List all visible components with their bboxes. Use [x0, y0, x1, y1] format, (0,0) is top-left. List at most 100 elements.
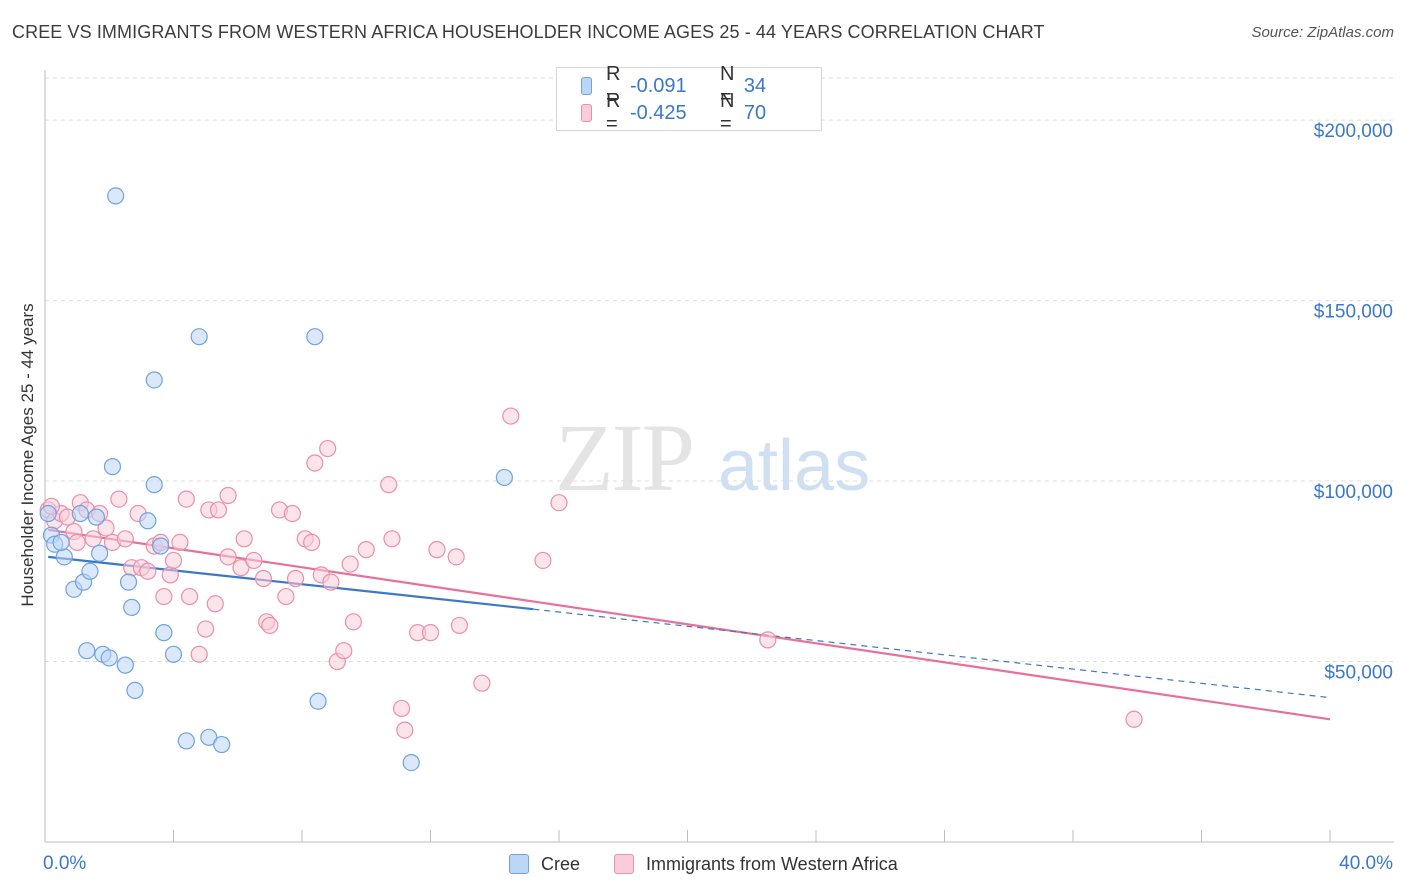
- cree-point: [39, 504, 57, 523]
- western-africa-point: [261, 616, 279, 635]
- cree-point: [107, 187, 125, 205]
- western-africa-point: [164, 551, 183, 570]
- western-africa-point: [534, 551, 552, 570]
- y-tick-label: $150,000: [1314, 302, 1393, 323]
- axes: [44, 70, 1394, 843]
- western-africa-point: [357, 541, 375, 559]
- western-africa-point: [335, 642, 353, 660]
- western-africa-point: [450, 616, 469, 635]
- n-label: N =: [719, 90, 735, 135]
- western-africa-point: [110, 490, 128, 508]
- n-value: 70: [743, 101, 767, 124]
- cree-point: [495, 468, 513, 487]
- western-africa-point: [341, 555, 359, 573]
- western-africa-point: [428, 541, 446, 559]
- x-tick-labels: 0.0% 40.0%: [43, 853, 1393, 874]
- cree-point: [306, 328, 324, 346]
- stats-row-cree: R = -0.091 N = 34: [581, 63, 834, 108]
- western-africa-point: [232, 559, 250, 577]
- western-africa-swatch: [581, 104, 593, 122]
- western-africa-point: [219, 548, 237, 566]
- western-africa-point: [219, 486, 237, 505]
- western-africa-point: [209, 501, 228, 519]
- y-tick-labels: $50,000 $100,000 $150,000 $200,000: [1314, 121, 1393, 683]
- x-tick-label: 40.0%: [1339, 853, 1393, 874]
- r-value: -0.425: [629, 101, 687, 124]
- western-africa-point: [177, 490, 195, 508]
- western-africa-point: [473, 674, 491, 692]
- western-africa-point: [396, 721, 414, 739]
- legend-western-africa-label: Immigrants from Western Africa: [646, 853, 898, 874]
- western-africa-point: [139, 562, 157, 580]
- cree-point: [123, 598, 141, 616]
- western-africa-point: [206, 595, 224, 613]
- source-label: Source: ZipAtlas.com: [1251, 24, 1394, 41]
- watermark: ZIP atlas: [555, 404, 870, 511]
- r-label: R =: [606, 90, 621, 135]
- cree-point: [145, 371, 163, 389]
- y-axis-label: Householder Income Ages 25 - 44 years: [18, 303, 37, 607]
- cree-point: [177, 732, 195, 750]
- legend-cree-label: Cree: [541, 853, 581, 874]
- cree-point: [91, 544, 109, 562]
- trend-lines: [48, 528, 1331, 721]
- western-africa-point: [161, 566, 179, 584]
- western-africa-point: [84, 530, 102, 548]
- stats-row-western-africa: R = -0.425 N = 70: [581, 90, 834, 135]
- western-africa-point: [68, 533, 86, 552]
- western-africa-point: [392, 699, 411, 718]
- x-tick-label: 0.0%: [43, 853, 86, 874]
- r-value: -0.091: [629, 74, 687, 97]
- y-tick-label: $100,000: [1314, 482, 1393, 503]
- western-africa-point: [171, 533, 189, 552]
- data-points: [39, 187, 1143, 772]
- western-africa-point: [190, 645, 208, 663]
- cree-point: [119, 573, 138, 591]
- western-africa-point: [245, 551, 263, 570]
- western-africa-point: [254, 569, 273, 588]
- cree-point: [139, 512, 157, 530]
- y-tick-label: $50,000: [1324, 663, 1393, 684]
- western-africa-point: [197, 620, 215, 638]
- cree-point: [100, 649, 118, 667]
- n-label: N =: [719, 63, 735, 108]
- legend-cree-swatch: [509, 854, 529, 874]
- western-africa-point: [306, 454, 324, 472]
- cree-point: [116, 656, 134, 674]
- legend-western-africa-swatch: [614, 854, 634, 874]
- cree-point: [200, 728, 218, 746]
- western-africa-point: [759, 631, 777, 649]
- cree-point: [78, 642, 96, 660]
- western-africa-point: [277, 587, 295, 606]
- cree-point: [190, 328, 208, 346]
- cree-point: [309, 692, 327, 710]
- chart-title: CREE VS IMMIGRANTS FROM WESTERN AFRICA H…: [12, 22, 1045, 42]
- stats-legend: R = -0.091 N = 34 R = -0.425 N = 70: [556, 63, 822, 135]
- western-africa-point: [116, 530, 134, 548]
- cree-point: [126, 681, 144, 700]
- cree-point: [164, 645, 183, 663]
- western-africa-point: [235, 530, 253, 548]
- western-africa-point: [319, 439, 337, 458]
- cree-point: [71, 504, 89, 523]
- cree-point: [213, 735, 231, 754]
- legend-item-cree: Cree: [509, 852, 580, 876]
- legend-item-western-africa: Immigrants from Western Africa: [614, 852, 898, 876]
- cree-point: [145, 476, 163, 494]
- watermark-atlas: atlas: [718, 426, 870, 506]
- western-africa-point: [303, 533, 321, 552]
- y-tick-label: $200,000: [1314, 121, 1393, 142]
- cree-point: [402, 753, 420, 772]
- western-africa-point: [421, 624, 440, 642]
- western-africa-point: [1125, 710, 1143, 728]
- western-africa-point: [383, 530, 401, 548]
- western-africa-point: [180, 587, 199, 606]
- western-africa-point: [97, 519, 115, 537]
- western-africa-point: [286, 569, 305, 588]
- r-label: R =: [606, 63, 621, 108]
- cree-point: [87, 508, 106, 526]
- western-africa-point: [447, 548, 465, 566]
- cree-point: [103, 458, 122, 476]
- cree-point: [81, 562, 99, 580]
